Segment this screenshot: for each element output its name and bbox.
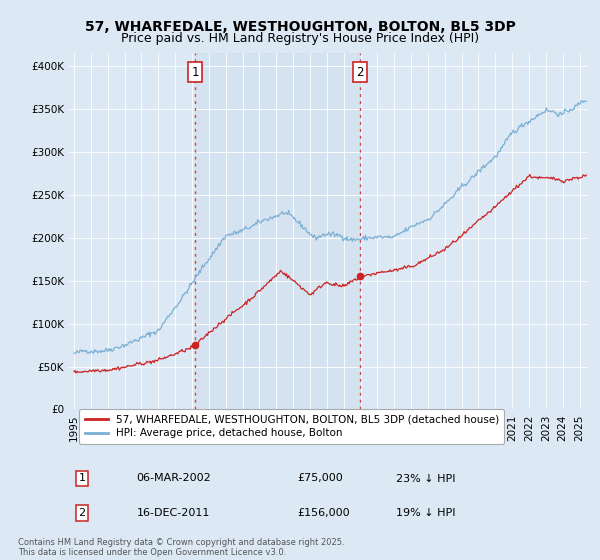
Text: 23% ↓ HPI: 23% ↓ HPI: [396, 474, 455, 483]
Text: Contains HM Land Registry data © Crown copyright and database right 2025.
This d: Contains HM Land Registry data © Crown c…: [18, 538, 344, 557]
Text: £156,000: £156,000: [298, 508, 350, 518]
Bar: [195, 53, 360, 409]
Text: 2: 2: [79, 508, 86, 518]
Text: Price paid vs. HM Land Registry's House Price Index (HPI): Price paid vs. HM Land Registry's House …: [121, 32, 479, 45]
Text: 19% ↓ HPI: 19% ↓ HPI: [396, 508, 455, 518]
Legend: 57, WHARFEDALE, WESTHOUGHTON, BOLTON, BL5 3DP (detached house), HPI: Average pri: 57, WHARFEDALE, WESTHOUGHTON, BOLTON, BL…: [79, 409, 505, 444]
Text: 16-DEC-2011: 16-DEC-2011: [136, 508, 210, 518]
Text: 06-MAR-2002: 06-MAR-2002: [136, 474, 211, 483]
Text: £75,000: £75,000: [298, 474, 343, 483]
Text: 1: 1: [79, 474, 85, 483]
Text: 57, WHARFEDALE, WESTHOUGHTON, BOLTON, BL5 3DP: 57, WHARFEDALE, WESTHOUGHTON, BOLTON, BL…: [85, 20, 515, 34]
Text: 2: 2: [356, 66, 364, 78]
Text: 1: 1: [191, 66, 199, 78]
